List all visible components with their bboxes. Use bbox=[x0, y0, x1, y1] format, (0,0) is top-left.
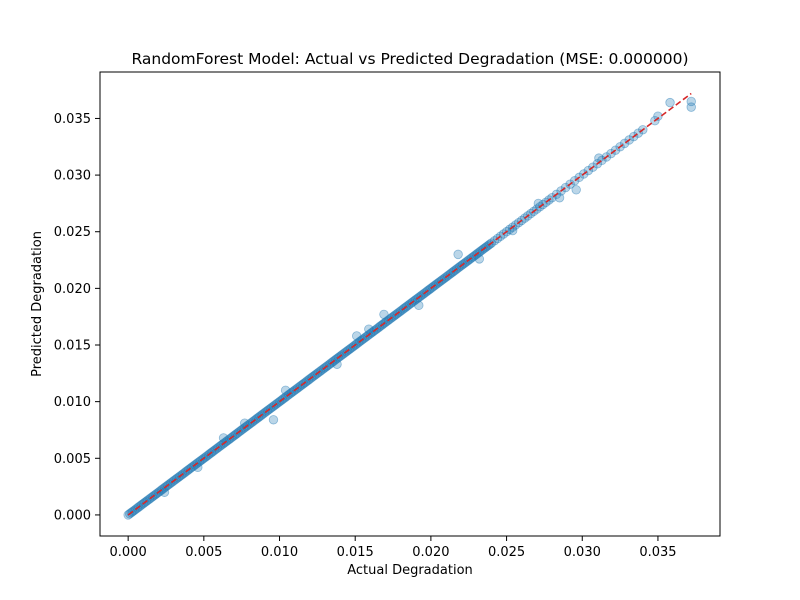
y-tick-label: 0.005 bbox=[54, 452, 91, 467]
y-tick-label: 0.035 bbox=[54, 112, 91, 127]
scatter-point bbox=[686, 96, 696, 107]
scatter-point bbox=[453, 249, 463, 260]
plot-frame bbox=[99, 71, 721, 537]
scatter-point bbox=[379, 309, 389, 320]
reference-line bbox=[127, 92, 692, 516]
y-tick-label: 0.025 bbox=[54, 225, 91, 240]
chart-title: RandomForest Model: Actual vs Predicted … bbox=[131, 50, 688, 68]
y-tick-label: 0.010 bbox=[54, 395, 91, 410]
scatter-point bbox=[268, 415, 279, 425]
y-axis-label: Predicted Degradation bbox=[30, 231, 45, 377]
scatter-point bbox=[665, 97, 675, 108]
y-tick-label: 0.030 bbox=[54, 169, 91, 184]
x-tick-label: 0.010 bbox=[261, 545, 298, 560]
x-tick-label: 0.030 bbox=[564, 545, 601, 560]
scatter-point bbox=[280, 385, 291, 396]
y-tick-label: 0.000 bbox=[54, 508, 91, 523]
scatter-point bbox=[594, 153, 604, 163]
y-axis: 0.000 0.005 0.010 0.015 0.020 0.025 0.030 0.035 bbox=[54, 112, 100, 523]
x-tick-label: 0.015 bbox=[337, 545, 374, 560]
x-tick-label: 0.005 bbox=[185, 545, 222, 560]
y-tick-label: 0.020 bbox=[54, 282, 91, 297]
scatter-point bbox=[686, 102, 696, 112]
scatter-point bbox=[364, 324, 374, 334]
scatter-point bbox=[352, 331, 362, 341]
scatter-point bbox=[218, 433, 229, 443]
scatter-point bbox=[554, 193, 565, 203]
scatter-point bbox=[159, 487, 170, 497]
scatter-point bbox=[332, 359, 342, 369]
x-tick-label: 0.000 bbox=[110, 545, 147, 560]
scatter-point bbox=[571, 185, 581, 195]
x-tick-label: 0.025 bbox=[488, 545, 525, 560]
y-tick-label: 0.015 bbox=[54, 339, 91, 354]
scatter-points bbox=[123, 96, 696, 520]
scatter-point bbox=[474, 254, 485, 264]
x-axis-label: Actual Degradation bbox=[347, 563, 473, 578]
scatter-point bbox=[414, 300, 424, 311]
x-tick-label: 0.035 bbox=[639, 545, 676, 560]
x-axis: 0.000 0.005 0.010 0.015 0.020 0.025 0.030 0.035 bbox=[110, 536, 677, 560]
x-tick-label: 0.020 bbox=[412, 545, 449, 560]
